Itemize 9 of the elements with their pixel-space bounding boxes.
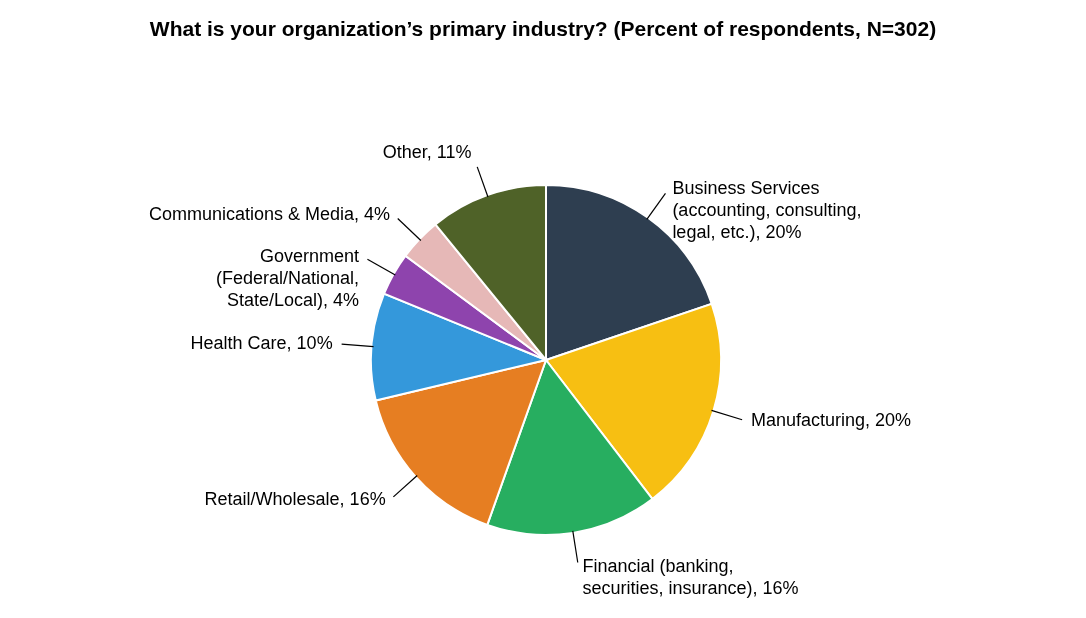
- slice-label: Retail/Wholesale, 16%: [204, 489, 386, 510]
- slice-label: Manufacturing, 20%: [750, 410, 911, 431]
- slice-label: Communications & Media, 4%: [148, 204, 391, 225]
- slice-label: Financial (banking, securities, insurance), 16%: [582, 556, 799, 599]
- slice-label: Other, 11%: [382, 142, 472, 163]
- slice-label: Government (Federal/National, State/Local), 4%: [215, 245, 360, 310]
- slice-label: Business Services (accounting, consulting, legal, etc.), 20%: [672, 178, 862, 243]
- slice-label: Health Care, 10%: [190, 332, 333, 353]
- chart-title: What is your organization’s primary industry? (Percent of respondents, N=302): [149, 17, 937, 40]
